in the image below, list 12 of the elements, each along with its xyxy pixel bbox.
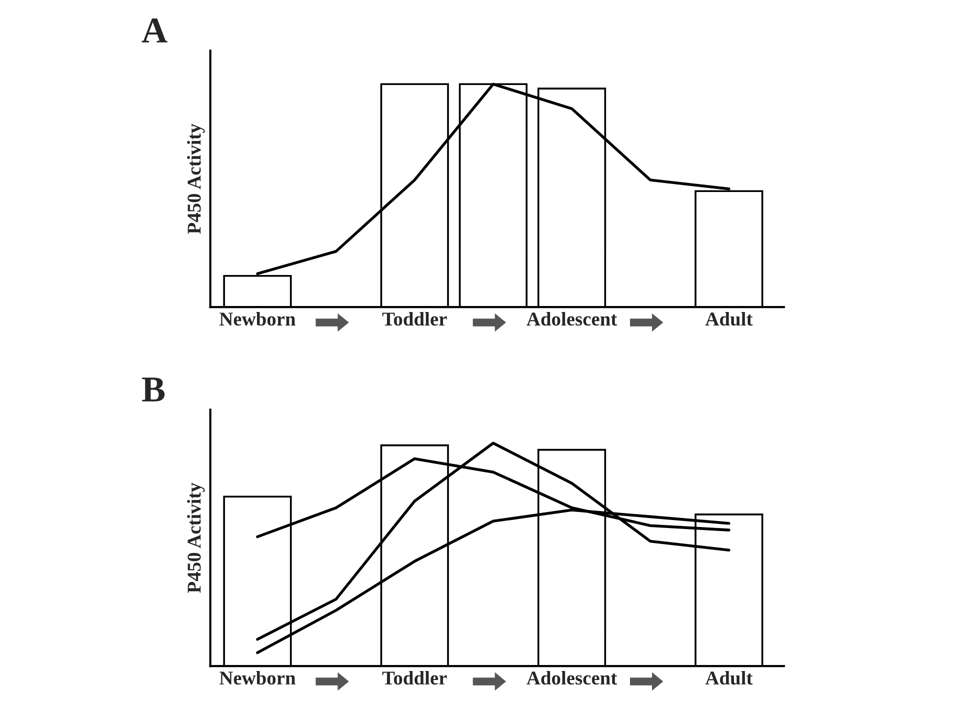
x-tick-label: Adult: [705, 670, 753, 685]
x-tick-label: Adolescent: [526, 670, 618, 685]
x-tick-label: Newborn: [219, 670, 296, 685]
x-tick-label: Toddler: [382, 312, 447, 326]
chart-title: B: [142, 378, 165, 402]
x-tick-label: Newborn: [219, 312, 296, 326]
x-tick-label: Adolescent: [526, 312, 618, 326]
x-tick-label: Adult: [705, 312, 753, 326]
x-tick-label: Toddler: [382, 670, 447, 685]
y-axis-title: P450 Activity: [187, 482, 205, 593]
y-axis-title: P450 Activity: [187, 124, 205, 234]
chart-title: A: [142, 18, 168, 42]
